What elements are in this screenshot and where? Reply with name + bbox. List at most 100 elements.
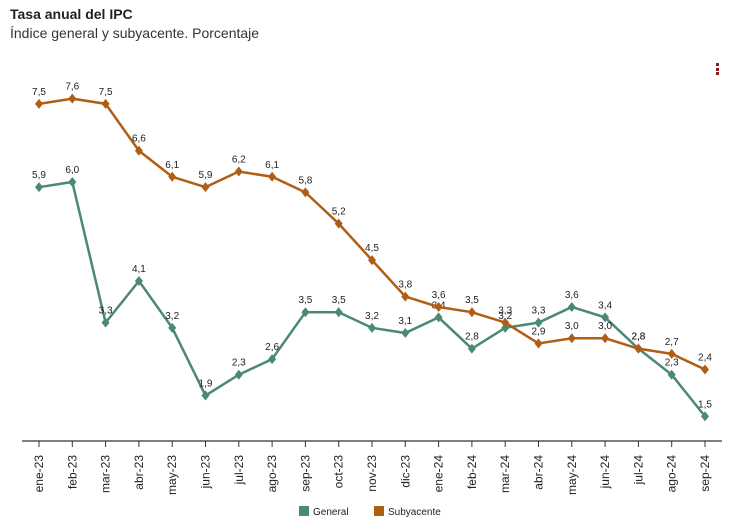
data-point[interactable] [401,328,410,339]
data-point[interactable] [268,354,277,365]
data-point[interactable] [334,307,343,318]
data-label: 4,1 [132,264,146,275]
legend-swatch[interactable] [299,506,309,516]
data-label: 3,6 [565,290,579,301]
data-point[interactable] [368,322,376,333]
data-point[interactable] [501,317,510,328]
data-point[interactable] [401,291,410,302]
x-tick-label: nov-23 [365,455,379,492]
x-tick-label: mar-24 [498,455,512,493]
legend-swatch[interactable] [374,506,384,516]
x-tick-label: may-24 [565,455,579,495]
data-point[interactable] [101,317,110,328]
data-label: 3,2 [365,311,379,322]
data-point[interactable] [667,369,676,380]
data-point[interactable] [134,275,143,286]
data-point[interactable] [634,343,643,354]
data-label: 3,2 [498,311,512,322]
x-tick-label: jun-24 [598,455,612,490]
data-label: 2,7 [665,337,679,348]
x-tick-label: sep-24 [698,455,712,492]
data-point[interactable] [467,343,476,354]
vertical-ellipsis-icon[interactable] [712,63,722,79]
x-tick-label: abr-23 [132,455,146,490]
data-label: 5,9 [199,170,213,181]
data-label: 7,5 [32,87,46,98]
data-label: 7,5 [99,87,113,98]
data-point[interactable] [567,301,576,312]
data-point[interactable] [434,312,443,323]
data-point[interactable] [534,317,543,328]
x-tick-label: feb-24 [465,455,479,489]
data-label: 2,9 [532,326,546,337]
data-label: 5,2 [332,207,346,218]
data-label: 3,6 [432,290,446,301]
x-tick-label: dic-23 [398,455,412,488]
data-label: 3,3 [498,306,512,317]
data-point[interactable] [234,166,243,177]
data-point[interactable] [168,171,177,182]
data-point[interactable] [268,171,277,182]
data-point[interactable] [701,364,709,375]
data-label: 6,6 [132,134,146,145]
data-label: 3,0 [598,321,612,332]
data-point[interactable] [101,98,110,109]
data-label: 2,4 [698,352,712,363]
data-label: 3,5 [332,295,346,306]
data-point[interactable] [68,93,77,104]
legend-label[interactable]: Subyacente [388,507,441,518]
x-tick-label: jul-23 [232,455,246,486]
data-label: 3,3 [99,306,113,317]
x-tick-label: oct-23 [332,455,346,489]
x-tick-label: mar-23 [99,455,113,493]
x-tick-label: ago-24 [665,455,679,493]
data-point[interactable] [35,98,43,109]
chart-subtitle: Índice general y subyacente. Porcentaje [10,25,260,41]
data-label: 6,2 [232,155,246,166]
data-label: 6,1 [265,160,279,171]
data-label: 2,3 [232,358,246,369]
data-label: 3,2 [165,311,179,322]
data-label: 7,6 [65,82,79,93]
data-point[interactable] [434,301,443,312]
data-point[interactable] [667,348,676,359]
x-tick-label: abr-24 [532,455,546,490]
data-label: 3,0 [565,321,579,332]
x-tick-label: ene-24 [432,455,446,493]
data-point[interactable] [168,322,177,333]
data-label: 1,5 [698,399,712,410]
data-point[interactable] [134,145,143,156]
data-point[interactable] [601,312,610,323]
data-point[interactable] [368,255,376,266]
series-line-general [38,180,706,418]
data-point[interactable] [234,369,243,380]
data-label: 3,8 [398,280,412,291]
data-label: 5,8 [298,175,312,186]
data-label: 1,9 [199,379,213,390]
x-tick-label: jun-23 [199,455,213,490]
data-label: 5,9 [32,170,46,181]
x-tick-label: feb-23 [65,455,79,489]
data-point[interactable] [601,333,610,344]
data-point[interactable] [68,176,77,187]
data-label: 2,8 [631,332,645,343]
data-label: 2,8 [631,332,645,343]
data-point[interactable] [334,218,343,229]
data-point[interactable] [467,307,476,318]
x-tick-label: jul-24 [631,455,645,486]
data-point[interactable] [567,333,576,344]
chart-title: Tasa anual del IPC [10,6,133,22]
x-tick-label: sep-23 [298,455,312,492]
data-point[interactable] [201,390,210,401]
data-label: 6,0 [65,165,79,176]
data-point[interactable] [534,338,543,349]
data-label: 3,5 [465,295,479,306]
data-point[interactable] [201,182,210,193]
legend-label[interactable]: General [313,507,349,518]
data-point[interactable] [35,182,43,193]
x-tick-label: ene-23 [32,455,46,493]
data-label: 4,5 [365,243,379,254]
data-point[interactable] [301,307,310,318]
data-point[interactable] [301,187,310,198]
data-point[interactable] [701,411,709,422]
